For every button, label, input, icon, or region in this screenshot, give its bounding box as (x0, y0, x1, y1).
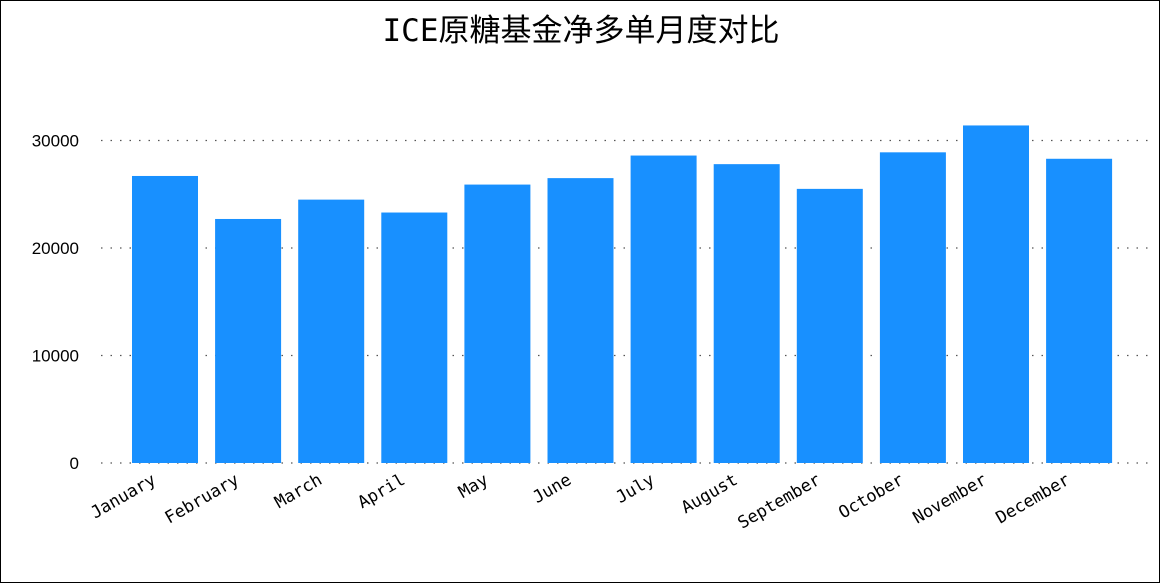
chart-title: ICE原糖基金净多单月度对比 (383, 13, 780, 49)
x-tick-label-october: October (835, 470, 907, 523)
y-tick-label: 0 (70, 454, 79, 473)
x-tick-label-september: September (735, 470, 825, 533)
bar-may (464, 184, 531, 463)
bar-july (630, 155, 697, 464)
bar-december (1046, 158, 1113, 463)
x-tick-label-november: November (910, 470, 991, 528)
y-axis-ticks: 0 10000 20000 30000 (32, 132, 79, 474)
y-tick-label: 10000 (32, 347, 79, 366)
bar-august (713, 164, 780, 463)
bars (132, 125, 1113, 464)
x-tick-label-may: May (455, 470, 492, 503)
bar-september (796, 188, 863, 463)
x-tick-label-january: January (87, 470, 159, 523)
x-tick-label-february: February (162, 470, 243, 528)
y-tick-label: 30000 (32, 132, 79, 151)
y-tick-label: 20000 (32, 239, 79, 258)
bar-june (547, 178, 614, 463)
bar-april (381, 212, 448, 463)
x-tick-label-april: April (354, 470, 408, 513)
bar-february (215, 218, 282, 463)
x-tick-label-july: July (613, 470, 658, 508)
x-tick-label-march: March (271, 470, 325, 513)
x-tick-label-december: December (993, 470, 1074, 528)
bar-november (963, 125, 1029, 463)
bar-october (879, 152, 946, 463)
x-tick-label-june: June (530, 470, 575, 508)
bar-january (132, 175, 198, 463)
bar-march (298, 199, 365, 463)
x-tick-label-august: August (678, 470, 741, 518)
x-axis-ticks: January February March April May June July Augu… (87, 470, 1073, 533)
